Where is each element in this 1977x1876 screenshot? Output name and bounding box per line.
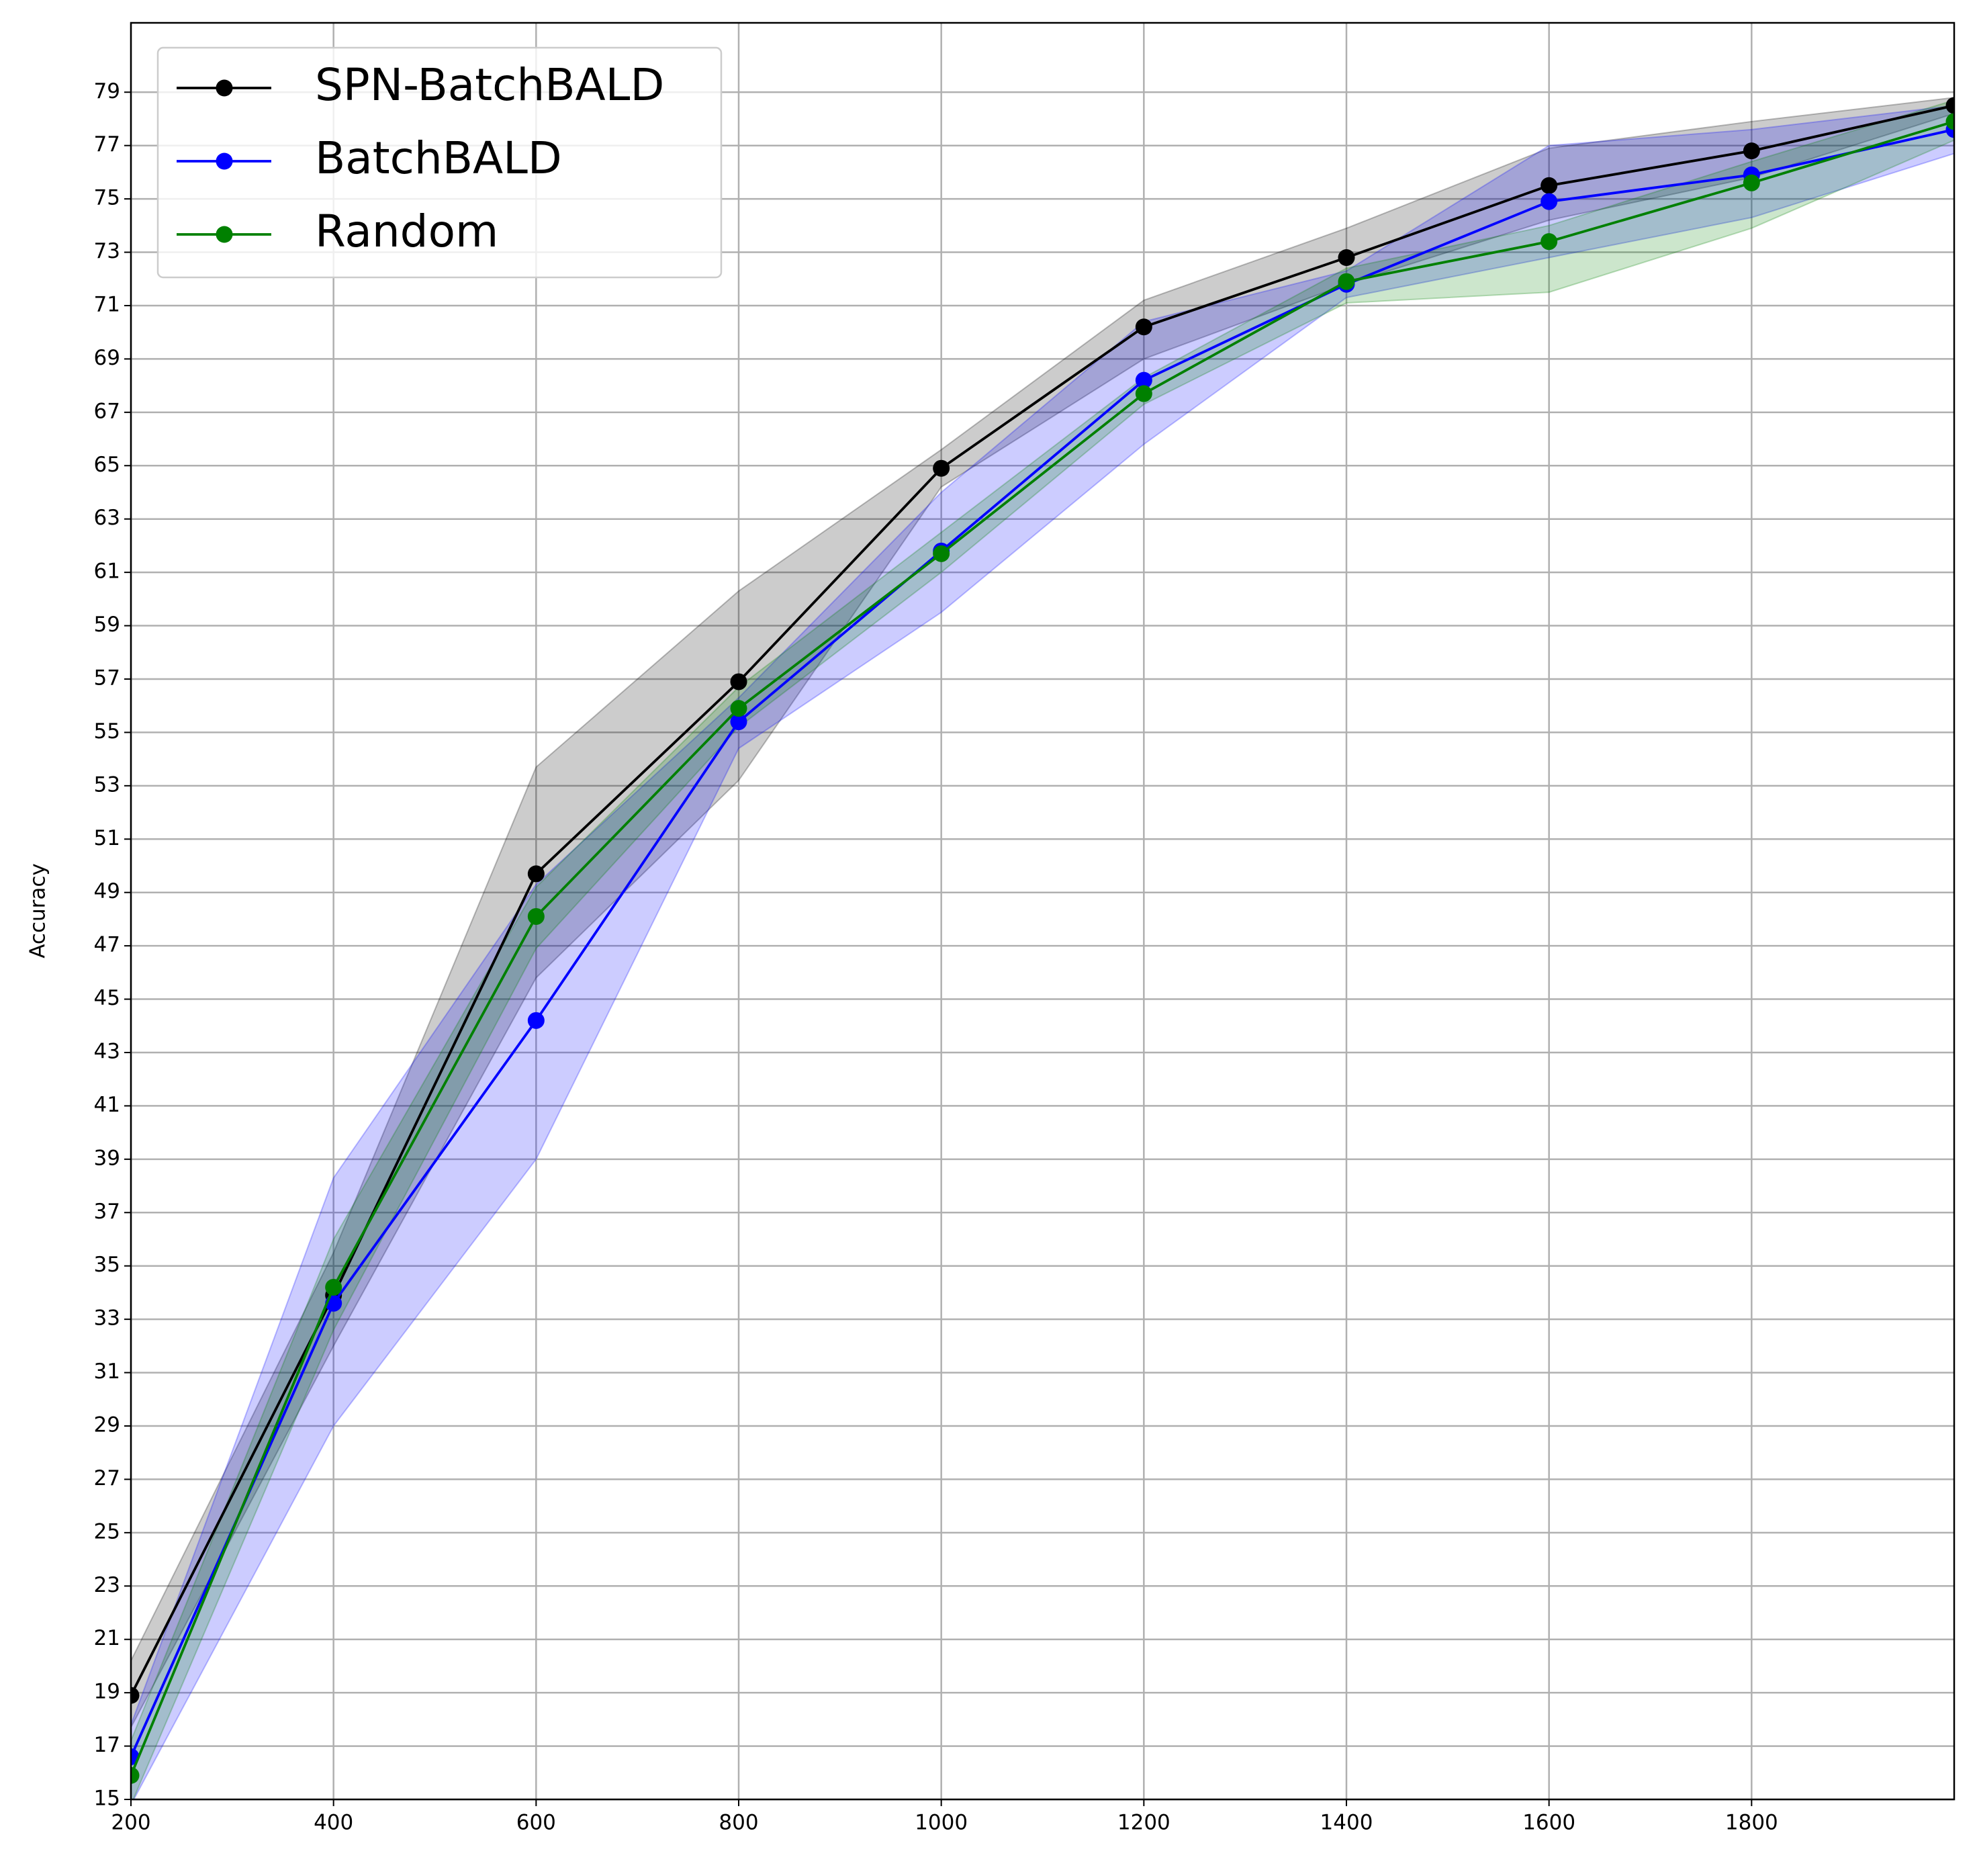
y-tick-label: 27 xyxy=(94,1466,120,1490)
y-tick-label: 57 xyxy=(94,666,120,690)
x-tick-label: 400 xyxy=(314,1811,353,1835)
y-tick-label: 77 xyxy=(94,132,120,157)
y-tick-label: 15 xyxy=(94,1787,120,1811)
series-line xyxy=(131,120,1954,1776)
y-tick-label: 37 xyxy=(94,1200,120,1224)
data-point xyxy=(1541,193,1558,210)
data-point xyxy=(325,1278,342,1296)
x-tick-label: 600 xyxy=(516,1811,556,1835)
y-tick-label: 41 xyxy=(94,1093,120,1117)
y-tick-label: 47 xyxy=(94,933,120,957)
y-tick-label: 35 xyxy=(94,1253,120,1277)
y-tick-label: 31 xyxy=(94,1359,120,1384)
data-point xyxy=(1135,371,1152,389)
legend-box xyxy=(156,46,723,279)
y-tick-label: 67 xyxy=(94,399,120,423)
legend-marker xyxy=(216,152,233,170)
data-point xyxy=(1135,385,1152,402)
legend-marker xyxy=(216,226,233,243)
y-tick-label: 59 xyxy=(94,613,120,637)
data-point xyxy=(1743,142,1760,160)
data-point xyxy=(527,907,545,925)
data-point xyxy=(131,1687,140,1704)
x-tick-label: 200 xyxy=(111,1811,150,1835)
plot-frame xyxy=(130,21,1956,1801)
y-axis-label: Accuracy xyxy=(26,863,50,958)
data-point xyxy=(730,673,747,690)
data-point xyxy=(730,713,747,731)
y-tick-label: 33 xyxy=(94,1306,120,1331)
x-tick-label: 1400 xyxy=(1320,1811,1373,1835)
y-tick-label: 51 xyxy=(94,826,120,850)
y-tick-label: 69 xyxy=(94,346,120,370)
legend-label: Random xyxy=(315,206,498,257)
y-tick-label: 63 xyxy=(94,506,120,530)
y-tick-label: 21 xyxy=(94,1626,120,1650)
y-tick-label: 73 xyxy=(94,239,120,263)
y-tick-label: 23 xyxy=(94,1573,120,1597)
y-tick-label: 75 xyxy=(94,186,120,210)
x-tick-label: 800 xyxy=(719,1811,758,1835)
series-line xyxy=(131,128,1954,1758)
y-tick-label: 17 xyxy=(94,1733,120,1757)
series-line xyxy=(131,104,1954,1696)
y-tick-label: 29 xyxy=(94,1413,120,1437)
data-point xyxy=(933,545,950,562)
data-point xyxy=(1338,249,1355,266)
data-point xyxy=(527,1012,545,1029)
legend-marker xyxy=(216,79,233,97)
data-point xyxy=(1541,177,1558,194)
y-tick-label: 53 xyxy=(94,772,120,797)
confidence-band xyxy=(131,99,1954,1799)
y-tick-label: 61 xyxy=(94,560,120,584)
data-point xyxy=(131,1767,140,1784)
y-tick-label: 45 xyxy=(94,986,120,1010)
x-tick-label: 1000 xyxy=(915,1811,968,1835)
x-tick-label: 1800 xyxy=(1725,1811,1778,1835)
y-tick-label: 39 xyxy=(94,1146,120,1170)
data-point xyxy=(527,865,545,883)
y-tick-label: 43 xyxy=(94,1039,120,1063)
y-tick-label: 79 xyxy=(94,79,120,103)
x-tick-label: 1200 xyxy=(1117,1811,1170,1835)
confidence-band xyxy=(131,97,1954,1728)
data-point xyxy=(1743,174,1760,191)
legend-label: SPN-BatchBALD xyxy=(315,59,664,111)
legend-label: BatchBALD xyxy=(315,132,562,184)
y-tick-label: 49 xyxy=(94,879,120,903)
data-point xyxy=(1338,273,1355,290)
data-point xyxy=(1135,318,1152,336)
data-point xyxy=(1945,97,1954,114)
data-point xyxy=(730,700,747,717)
data-point xyxy=(1541,233,1558,251)
y-tick-label: 65 xyxy=(94,453,120,477)
y-tick-label: 19 xyxy=(94,1680,120,1704)
data-point xyxy=(933,459,950,477)
data-point xyxy=(1945,113,1954,130)
y-tick-label: 55 xyxy=(94,719,120,744)
y-tick-label: 71 xyxy=(94,292,120,316)
confidence-band xyxy=(131,105,1954,1799)
x-tick-label: 1600 xyxy=(1522,1811,1575,1835)
y-tick-label: 25 xyxy=(94,1519,120,1544)
